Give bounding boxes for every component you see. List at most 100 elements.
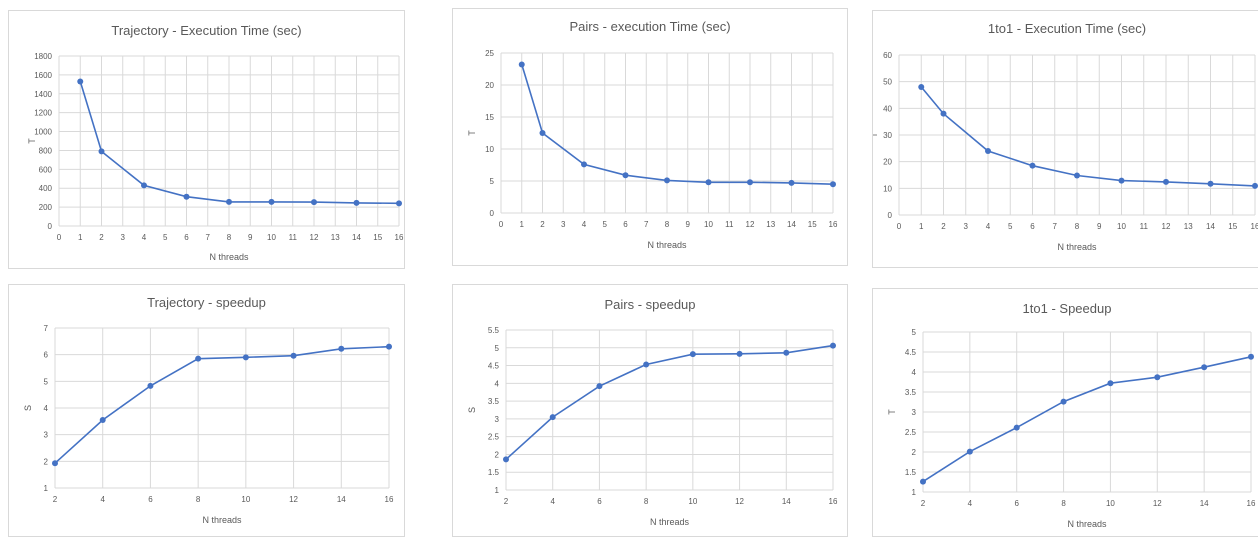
data-point: [226, 198, 232, 205]
data-point: [596, 383, 603, 390]
x-tick-label: 3: [561, 220, 566, 229]
data-point: [1248, 353, 1254, 360]
x-tick-label: 6: [1014, 499, 1019, 508]
x-tick-label: 2: [540, 220, 545, 229]
x-tick-label: 11: [289, 233, 298, 242]
y-tick-label: 1800: [34, 52, 52, 61]
y-tick-label: 1: [495, 486, 500, 495]
x-tick-label: 8: [665, 220, 670, 229]
y-tick-label: 3: [912, 408, 917, 417]
y-tick-label: 4: [495, 379, 500, 388]
data-point: [985, 148, 991, 154]
x-tick-label: 4: [986, 222, 991, 231]
x-tick-label: 14: [337, 495, 346, 504]
x-tick-label: 0: [897, 222, 902, 231]
chart-pairs-speedup-svg: 2 4 6 8 10 12 14 16 1 1.5 2 2.5 3 3.5 4 4.5 5 5.5 Pairs - …: [467, 297, 838, 527]
data-point: [643, 361, 650, 368]
series-line: [922, 356, 1252, 483]
series-line: [521, 64, 834, 185]
y-tick-label: 4.5: [905, 348, 917, 357]
chart-pairs-time-svg: 0 1 2 3 4 5 6 7 8 9 10 11 12 13 14 15 160510152025Pairs …: [467, 19, 838, 250]
data-point: [1060, 398, 1067, 405]
data-point: [1252, 182, 1258, 189]
x-tick-label: 6: [597, 497, 602, 506]
x-tick-label: 12: [1162, 222, 1171, 231]
chart-panel-trajectory-time: 0 1 2 3 4 5 6 7 8 9 10 11 12 13 14 15 16 0 200 400 600 800 100…: [8, 10, 405, 269]
chart-panel-pairs-speedup: 2 4 6 8 10 12 14 16 1 1.5 2 2.5 3 3.5 4 4.5 5 5.5 Pairs - …: [452, 284, 848, 537]
x-tick-label: 15: [1228, 222, 1237, 231]
y-tick-label: 2: [44, 457, 49, 466]
chart-title: Trajectory - speedup: [147, 295, 266, 310]
data-point: [503, 456, 509, 463]
y-tick-label: 60: [883, 51, 892, 60]
x-tick-label: 8: [196, 495, 201, 504]
x-tick-label: 10: [1106, 499, 1115, 508]
y-tick-label: 400: [39, 184, 53, 193]
x-tick-label: 5: [603, 220, 608, 229]
chart-1to1-time-svg: 0 1 2 3 4 5 6 7 8 9 10 11 12 13 14 15 1601020304050601to…: [873, 21, 1258, 252]
y-tick-label: 1600: [34, 71, 52, 80]
x-tick-label: 15: [373, 233, 382, 242]
y-tick-label: 200: [39, 203, 53, 212]
y-tick-label: 20: [485, 81, 494, 90]
x-axis-label: N threads: [650, 517, 690, 527]
x-tick-label: 4: [582, 220, 587, 229]
data-point: [386, 343, 392, 350]
x-tick-label: 8: [227, 233, 232, 242]
y-tick-label: 15: [485, 113, 494, 122]
y-tick-label: 600: [39, 165, 53, 174]
data-point: [664, 177, 670, 184]
data-point: [1013, 424, 1020, 431]
x-tick-label: 12: [735, 497, 744, 506]
y-axis-label: S: [467, 407, 477, 413]
y-tick-label: 0: [490, 209, 495, 218]
data-point: [966, 448, 973, 455]
y-tick-label: 5: [912, 328, 917, 337]
data-point: [353, 199, 360, 206]
x-tick-label: 13: [766, 220, 775, 229]
data-point: [518, 61, 525, 68]
x-tick-label: 9: [1097, 222, 1102, 231]
data-point: [830, 181, 836, 188]
y-tick-label: 1.5: [488, 468, 500, 477]
x-tick-label: 2: [99, 233, 104, 242]
x-axis-label: N threads: [1057, 242, 1097, 252]
x-tick-label: 16: [829, 497, 838, 506]
x-tick-label: 6: [184, 233, 189, 242]
x-tick-label: 1: [919, 222, 924, 231]
y-tick-label: 1200: [34, 109, 52, 118]
x-tick-label: 6: [148, 495, 153, 504]
y-tick-label: 25: [485, 49, 494, 58]
x-axis-label: N threads: [202, 515, 242, 525]
x-tick-label: 3: [121, 233, 126, 242]
data-point: [268, 198, 275, 205]
x-tick-label: 9: [686, 220, 691, 229]
y-axis-label: S: [23, 405, 33, 411]
data-point: [338, 345, 345, 352]
data-point: [1118, 177, 1125, 184]
chart-1to1-speedup-svg: 2 4 6 8 10 12 14 16 1 1.5 2 2.5 3 3.5 4 4.5 5 1to1 - Spee…: [887, 301, 1256, 529]
y-axis-label: T: [27, 138, 37, 144]
data-point: [1107, 380, 1114, 387]
x-tick-label: 4: [100, 495, 105, 504]
x-tick-label: 16: [385, 495, 394, 504]
x-tick-label: 10: [267, 233, 276, 242]
y-tick-label: 10: [485, 145, 494, 154]
y-tick-label: 10: [883, 184, 892, 193]
x-tick-label: 5: [163, 233, 168, 242]
x-tick-label: 0: [57, 233, 62, 242]
x-axis-label: N threads: [209, 252, 249, 262]
y-axis-label: T: [873, 132, 879, 138]
x-tick-label: 2: [53, 495, 58, 504]
data-point: [1201, 364, 1208, 371]
chart-panel-1to1-speedup: 2 4 6 8 10 12 14 16 1 1.5 2 2.5 3 3.5 4 4.5 5 1to1 - Spee…: [872, 288, 1258, 537]
y-tick-label: 1.5: [905, 468, 917, 477]
x-tick-label: 14: [1200, 499, 1209, 508]
x-tick-label: 8: [644, 497, 649, 506]
chart-panel-pairs-time: 0 1 2 3 4 5 6 7 8 9 10 11 12 13 14 15 16 0 5 10 15 20 25 Pairs …: [452, 8, 848, 266]
data-point: [918, 84, 925, 90]
data-point: [99, 417, 106, 423]
y-tick-label: 3.5: [488, 397, 500, 406]
y-tick-label: 40: [883, 104, 892, 113]
